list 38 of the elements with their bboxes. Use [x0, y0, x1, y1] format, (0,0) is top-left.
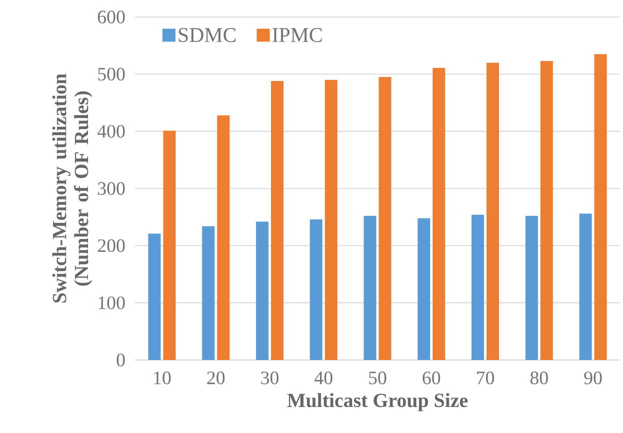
bar [486, 62, 500, 360]
x-tick-label: 30 [261, 372, 278, 384]
y-axis-title: Switch-Memory utilization (Number of OF Rules) [52, 74, 92, 303]
x-tick-label: 10 [154, 372, 171, 384]
bar [540, 61, 553, 360]
bar [364, 216, 376, 360]
bar [579, 214, 592, 360]
y-tick-label: 300 [98, 182, 125, 195]
y-tick-label: 100 [98, 296, 125, 310]
bar [270, 81, 284, 360]
bar [594, 54, 607, 360]
bar [148, 234, 161, 360]
x-axis-title: Multicast Group Size [287, 393, 468, 412]
y-tick-label: 0 [116, 354, 125, 366]
legend-label: SDMC [178, 28, 236, 42]
bar [202, 226, 215, 360]
bar [472, 214, 484, 360]
bar [310, 219, 322, 360]
x-tick-label: 60 [422, 372, 440, 384]
bar [418, 218, 430, 360]
bar [324, 80, 338, 360]
bar [525, 216, 538, 360]
y-tick-label: 600 [98, 10, 125, 24]
x-tick-label: 80 [530, 372, 548, 384]
bar [378, 77, 392, 360]
y-tick-label: 200 [98, 239, 125, 252]
x-tick-label: 70 [477, 372, 494, 384]
bar [256, 222, 268, 360]
x-tick-label: 90 [584, 372, 602, 384]
x-tick-label: 20 [207, 372, 225, 384]
bar [432, 68, 446, 360]
y-tick-label: 500 [98, 68, 125, 81]
x-tick-label: 40 [314, 372, 332, 384]
legend-label: IPMC [272, 28, 322, 42]
bar [217, 115, 230, 360]
bar [163, 130, 176, 360]
y-tick-label: 400 [97, 124, 125, 138]
x-tick-label: 50 [369, 372, 386, 384]
